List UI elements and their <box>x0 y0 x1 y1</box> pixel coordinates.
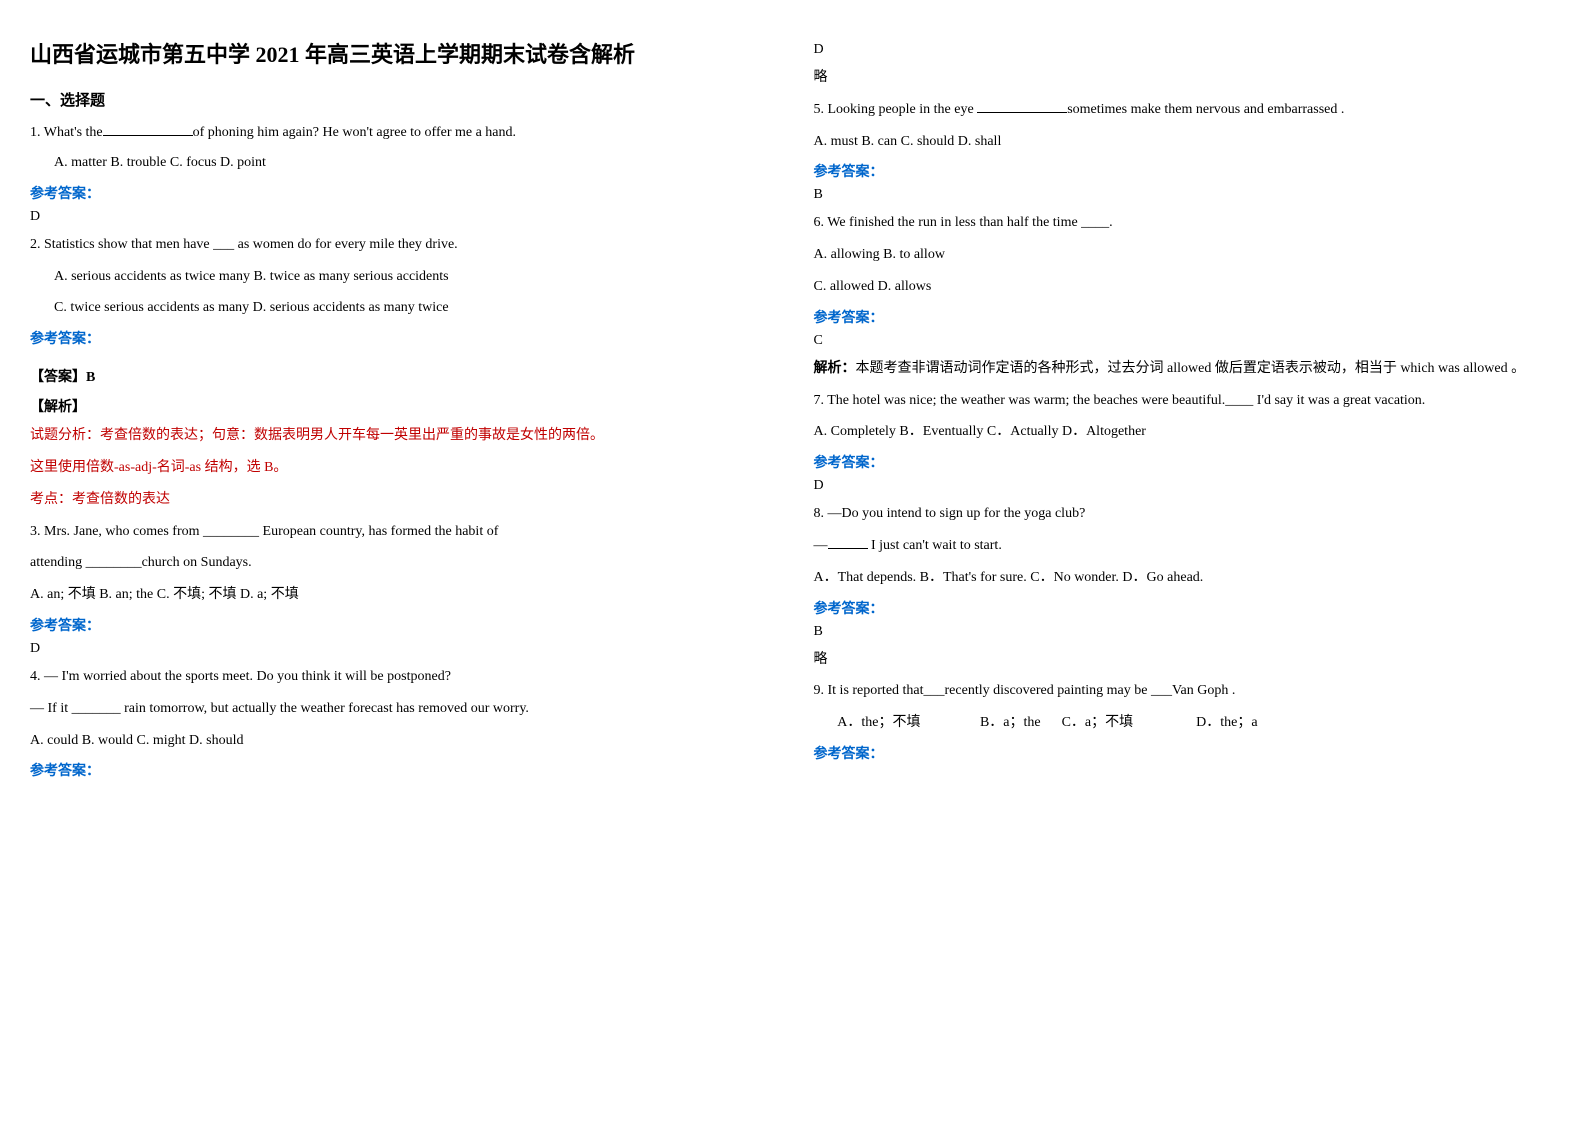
q6-answer-label: 参考答案： <box>814 307 1558 327</box>
q1-answer-label: 参考答案： <box>30 183 774 203</box>
q1-stem-a: 1. What's the <box>30 125 103 140</box>
q5-stem-b: sometimes make them nervous and embarras… <box>1067 102 1344 117</box>
q9-options: A．the；不填 B．a；the C．a；不填 D．the；a <box>814 711 1558 735</box>
q2-stem: 2. Statistics show that men have ___ as … <box>30 233 774 257</box>
q2-explain-3: 考点：考查倍数的表达 <box>30 488 774 512</box>
q8-lue: 略 <box>814 648 1558 672</box>
q6-opts-cd: C. allowed D. allows <box>814 275 1558 299</box>
page-title: 山西省运城市第五中学 2021 年高三英语上学期期末试卷含解析 <box>30 40 774 71</box>
q7-answer-label: 参考答案： <box>814 452 1558 472</box>
q8-line2-b: I just can't wait to start. <box>868 538 1002 553</box>
q4-answer-label: 参考答案： <box>30 760 774 780</box>
q1-options: A. matter B. trouble C. focus D. point <box>54 151 774 175</box>
q6-explain-label: 解析： <box>814 361 856 376</box>
q4-answer: D <box>814 42 1558 58</box>
q9-stem: 9. It is reported that___recently discov… <box>814 679 1558 703</box>
q2-opts-ab: A. serious accidents as twice many B. tw… <box>54 265 774 289</box>
q6-stem: 6. We finished the run in less than half… <box>814 211 1558 235</box>
q5-blank <box>977 99 1067 113</box>
q4-options: A. could B. would C. might D. should <box>30 729 774 753</box>
q2-answer-label: 参考答案： <box>30 328 774 348</box>
q4-line2: — If it _______ rain tomorrow, but actua… <box>30 697 774 721</box>
q7-options: A. Completely B．Eventually C．Actually D．… <box>814 420 1558 444</box>
q1-stem: 1. What's the of phoning him again? He wo… <box>30 120 774 145</box>
q5-stem: 5. Looking people in the eye sometimes m… <box>814 98 1558 122</box>
q5-answer-label: 参考答案： <box>814 161 1558 181</box>
q3-answer: D <box>30 641 774 657</box>
q5-options: A. must B. can C. should D. shall <box>814 130 1558 154</box>
q5-stem-a: 5. Looking people in the eye <box>814 102 978 117</box>
q6-answer: C <box>814 333 1558 349</box>
q8-blank <box>828 535 868 549</box>
q4-stem: 4. — I'm worried about the sports meet. … <box>30 665 774 689</box>
q2-explain-bracket: 【解析】 <box>30 396 774 416</box>
q8-stem: 8. —Do you intend to sign up for the yog… <box>814 502 1558 526</box>
q3-stem-b: attending ________church on Sundays. <box>30 551 774 575</box>
q9-answer-label: 参考答案： <box>814 743 1558 763</box>
q4-lue: 略 <box>814 66 1558 90</box>
q5-answer: B <box>814 187 1558 203</box>
q1-blank <box>103 122 193 136</box>
q1-answer: D <box>30 209 774 225</box>
q8-options: A．That depends. B．That's for sure. C．No … <box>814 566 1558 590</box>
q7-answer: D <box>814 478 1558 494</box>
q3-answer-label: 参考答案： <box>30 615 774 635</box>
q8-line2: — I just can't wait to start. <box>814 534 1558 558</box>
q2-explain-1: 试题分析：考查倍数的表达；句意：数据表明男人开车每一英里出严重的事故是女性的两倍… <box>30 424 774 448</box>
q6-opts-ab: A. allowing B. to allow <box>814 243 1558 267</box>
q3-stem-a: 3. Mrs. Jane, who comes from ________ Eu… <box>30 520 774 544</box>
section-heading: 一、选择题 <box>30 89 774 110</box>
q8-answer-label: 参考答案： <box>814 598 1558 618</box>
q6-explain: 解析：本题考查非谓语动词作定语的各种形式，过去分词 allowed 做后置定语表… <box>814 357 1558 381</box>
q8-line2-dash: — <box>814 538 828 553</box>
q2-opts-cd: C. twice serious accidents as many D. se… <box>54 296 774 320</box>
q7-stem: 7. The hotel was nice; the weather was w… <box>814 389 1558 413</box>
q3-options: A. an; 不填 B. an; the C. 不填; 不填 D. a; 不填 <box>30 583 774 607</box>
q2-explain-2: 这里使用倍数-as-adj-名词-as 结构，选 B。 <box>30 456 774 480</box>
q6-explain-text: 本题考查非谓语动词作定语的各种形式，过去分词 allowed 做后置定语表示被动… <box>856 361 1526 376</box>
q2-answer-bracket: 【答案】B <box>30 366 774 386</box>
q8-answer: B <box>814 624 1558 640</box>
q1-stem-b: of phoning him again? He won't agree to … <box>193 125 516 140</box>
